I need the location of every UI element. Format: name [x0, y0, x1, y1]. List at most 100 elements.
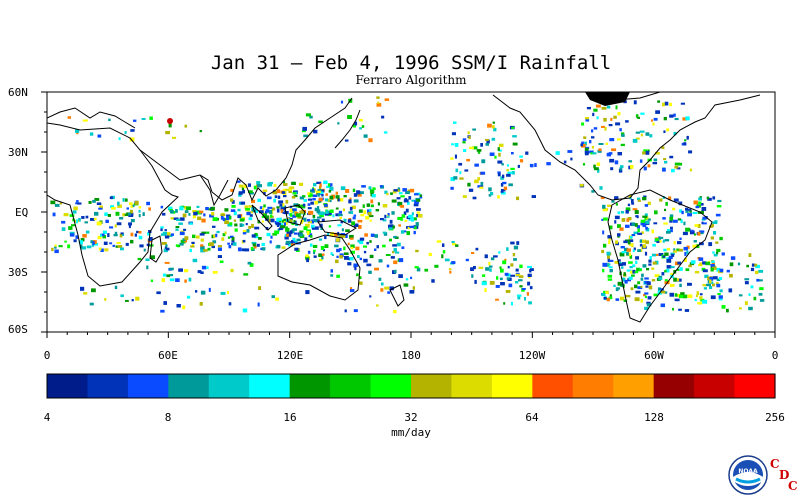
rain-cell [645, 150, 650, 155]
rain-cell [685, 209, 689, 213]
rain-cell [370, 204, 374, 208]
rain-cell [109, 226, 114, 229]
rain-cell [488, 265, 493, 268]
rain-cell [640, 285, 643, 288]
rain-cell [694, 270, 700, 274]
rain-cell [526, 292, 529, 296]
rain-cell [150, 279, 154, 282]
colorbar [47, 374, 776, 398]
rain-cell [104, 248, 109, 252]
rain-cell [631, 234, 636, 237]
rain-cell [163, 301, 167, 305]
rain-cell [75, 219, 78, 224]
rain-cell [644, 306, 649, 310]
rain-cell [335, 207, 339, 210]
rain-cell [511, 152, 514, 155]
rain-cell [632, 208, 638, 211]
rain-cell [454, 143, 459, 147]
rain-cell [341, 228, 344, 232]
rain-cell [613, 115, 617, 119]
rain-cell [400, 230, 405, 234]
rain-cell [615, 298, 620, 301]
rain-cell [495, 285, 500, 288]
rain-cell [130, 232, 134, 237]
rain-cell [602, 268, 605, 273]
rain-cell [359, 240, 364, 245]
rain-cell [170, 217, 174, 220]
rain-cell [292, 192, 297, 195]
axis-ticks [41, 91, 776, 338]
rain-cell [309, 243, 313, 247]
rain-cell [623, 240, 628, 244]
rain-cell [313, 249, 316, 252]
rain-cell [639, 239, 643, 243]
rain-cell [257, 219, 260, 224]
rain-cell [413, 203, 419, 207]
rain-cell [702, 261, 707, 265]
rain-cell [258, 286, 262, 290]
rain-cell [292, 237, 296, 242]
rain-cell [120, 232, 124, 235]
rain-cell [116, 222, 122, 226]
rain-cell [179, 242, 184, 246]
rain-cell [648, 259, 652, 263]
rain-cell [118, 137, 121, 141]
rain-cell [356, 190, 361, 195]
rain-cell [611, 148, 617, 152]
rain-cell [252, 243, 256, 247]
rain-cell [594, 167, 599, 171]
rain-cell [596, 162, 601, 166]
rain-cell [64, 240, 67, 243]
rain-cell [108, 118, 111, 122]
rain-cell [131, 299, 134, 302]
rain-cell [292, 208, 295, 211]
rain-cell [339, 235, 344, 238]
australia-coast [277, 234, 361, 301]
rain-cell [230, 188, 234, 192]
rain-cell [398, 192, 403, 195]
rain-cell [497, 195, 500, 199]
rain-cell [241, 248, 247, 252]
rain-cell [639, 130, 645, 133]
rain-cell [401, 246, 405, 249]
rain-cell [258, 237, 262, 240]
rain-cell [615, 203, 618, 206]
rain-cell [377, 101, 380, 104]
rain-cell [376, 103, 382, 107]
rain-cell [291, 222, 295, 225]
rain-cell [208, 287, 211, 292]
rain-cell [500, 282, 505, 286]
colorbar-segment [694, 374, 736, 398]
rain-cell [510, 263, 514, 267]
rain-cell [428, 252, 432, 257]
rain-cell [163, 248, 168, 253]
rain-cell [607, 263, 611, 266]
rain-cell [589, 150, 594, 154]
rain-cell [703, 222, 707, 225]
rain-cell [623, 299, 628, 302]
rain-cell [530, 268, 534, 271]
rain-cell [327, 198, 330, 202]
rain-cell [597, 149, 602, 153]
rain-cell [212, 225, 216, 228]
rain-cell [389, 224, 394, 228]
rain-cell [489, 268, 492, 272]
rain-cell [657, 240, 662, 243]
rain-cell [663, 222, 668, 225]
rain-cell [424, 268, 429, 272]
rain-cell [664, 101, 669, 106]
rain-cell [61, 220, 66, 224]
rain-cell [138, 231, 142, 234]
rain-cell [637, 197, 641, 201]
rain-cell [184, 210, 189, 213]
rain-cell [324, 235, 327, 240]
rain-cell [516, 196, 520, 201]
logo-text: NOAA [738, 468, 758, 475]
rain-cell [80, 238, 85, 242]
rain-cell [81, 216, 85, 219]
lon-label: 60E [158, 349, 178, 362]
rain-cell [329, 195, 334, 200]
rain-cell [758, 279, 763, 282]
rain-cell [350, 246, 354, 249]
rain-cell [744, 281, 749, 285]
